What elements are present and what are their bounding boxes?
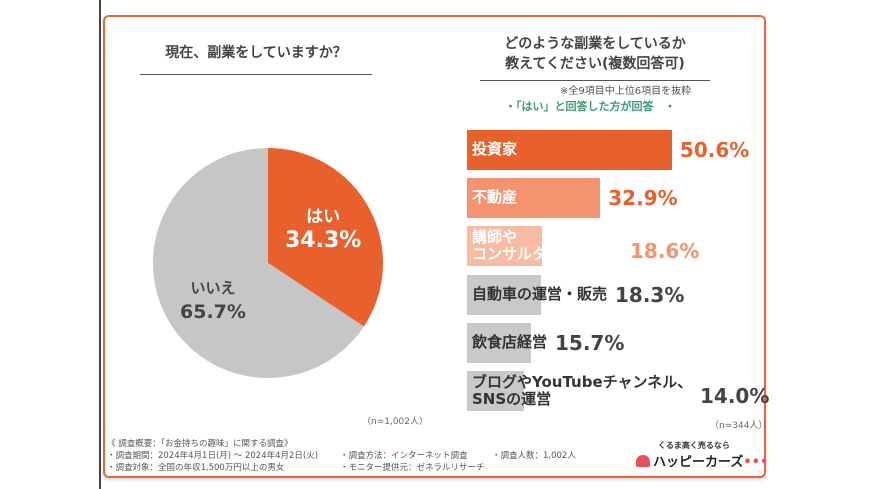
bar-0 [467, 130, 672, 170]
bar-title-line1: どのような副業をしているか [504, 36, 686, 52]
footer-method: ・調査方法：インターネット調査 [340, 451, 468, 461]
logo: ハッピーカーズ••• [636, 451, 768, 470]
bar-3 [467, 275, 542, 315]
bar-title: どのような副業をしているか 教えてください(複数回答可) [480, 34, 710, 81]
bar-label-line: 不動産 [472, 188, 518, 206]
pie-chart [152, 148, 383, 378]
bar-label: 講師や コンサルタントの活動 [472, 229, 622, 263]
logo-name: ハッピーカーズ [653, 455, 744, 470]
footer-target: ・調査対象：全国の年収1,500万円以上の男女 [107, 463, 285, 473]
pie-sample-size: （n=1,002人） [362, 417, 429, 427]
bar-sample-size: （n=344人） [710, 421, 768, 431]
bar-label: ブログやYouTubeチャンネル、 SNSの運営 [472, 374, 692, 408]
bar-4 [467, 323, 531, 363]
footer-heading: 《 調査概要：「お金持ちの趣味」に関する調査》 [107, 439, 293, 449]
bar-label-line: ブログやYouTubeチャンネル、 [472, 373, 693, 391]
bar-label: 不動産 [472, 189, 517, 206]
pie-label-no-value: 65.7% [180, 301, 246, 323]
pie-label-no: いいえ 65.7% [180, 276, 246, 324]
bar-label-line: 自動車の運営・販売 [472, 285, 608, 303]
bar-1 [467, 178, 601, 218]
logo-dots: ••• [743, 455, 769, 470]
bar-value-label: 32.9% [608, 186, 678, 210]
bar-title-line2: 教えてください(複数回答可) [505, 56, 685, 72]
bar-label-line: 講師や [472, 228, 518, 246]
footer-period: ・調査期間：2024年4月1日(月) ～ 2024年4月2日(火) [107, 451, 319, 461]
footer-provider: ・モニター提供元：ゼネラルリサーチ [340, 463, 485, 473]
pie-slice-no [152, 148, 364, 378]
bar-label: 投資家 [472, 141, 517, 158]
bar-label-line: 投資家 [472, 140, 518, 158]
bar-label: 飲食店経営 [472, 334, 547, 351]
pie-slice-yes [268, 148, 383, 327]
bar-value-label: 15.7% [555, 331, 625, 355]
logo-tagline: くるま高く売るなら [658, 441, 730, 450]
bar-label-line: コンサルタントの活動 [472, 245, 623, 263]
bar-value-label: 14.0% [700, 384, 770, 408]
pie-label-yes: はい 34.3% [285, 205, 361, 253]
pie-label-yes-value: 34.3% [285, 228, 362, 253]
elephant-icon [636, 455, 650, 467]
pie-title: 現在、副業をしていますか？ [140, 42, 372, 75]
bar-label-line: 飲食店経営 [472, 333, 548, 351]
bar-note: ※全9項目中上位6項目を抜粋 [560, 86, 692, 97]
window-edge-line [99, 0, 101, 489]
pie-label-no-name: いいえ [190, 279, 236, 297]
bar-value-label: 18.3% [615, 283, 685, 307]
bar-label: 自動車の運営・販売 [472, 286, 607, 303]
bar-value-label: 18.6% [630, 239, 700, 263]
pie-label-yes-name: はい [306, 207, 341, 227]
bar-label-line: SNSの運営 [472, 390, 552, 408]
bar-subnote: ・「はい」と回答した方が回答 ・ [505, 100, 676, 113]
bar-2 [467, 226, 543, 266]
footer-count: ・調査人数：1,002人 [492, 451, 576, 461]
bar-5 [467, 371, 524, 411]
bar-value-label: 50.6% [679, 138, 750, 162]
